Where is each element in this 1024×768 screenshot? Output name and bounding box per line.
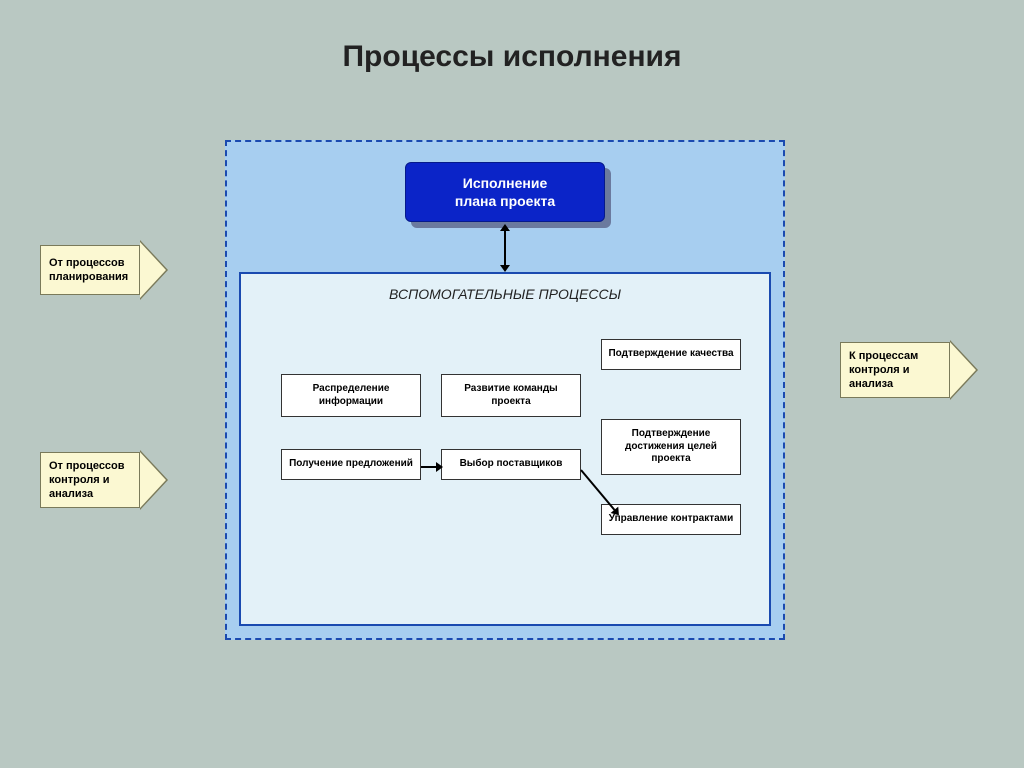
box-info-distribution: Распределение информации [281, 374, 421, 417]
main-line1: Исполнение [406, 174, 604, 192]
main-process-label: Исполнение плана проекта [405, 162, 605, 222]
main-line2: плана проекта [406, 192, 604, 210]
support-processes-container: ВСПОМОГАТЕЛЬНЫЕ ПРОЦЕССЫ Распределение и… [239, 272, 771, 626]
arrow-label: От процессов планирования [40, 245, 140, 295]
support-processes-title: ВСПОМОГАТЕЛЬНЫЕ ПРОЦЕССЫ [241, 274, 769, 310]
connector-main-to-inner [504, 230, 506, 266]
arrow-label: От процессов контроля и анализа [40, 452, 140, 509]
arrow-head-icon [950, 340, 978, 400]
outer-process-container: Исполнение плана проекта ВСПОМОГАТЕЛЬНЫЕ… [225, 140, 785, 640]
arrow-to-control: К процессам контроля и анализа [840, 340, 978, 400]
main-process-box: Исполнение плана проекта [405, 162, 605, 222]
box-supplier-select: Выбор поставщиков [441, 449, 581, 480]
box-goals-confirm: Подтверждение достижения целей проекта [601, 419, 741, 475]
box-quality-confirm: Подтверждение качества [601, 339, 741, 370]
connector-proposals-to-supplier [421, 466, 436, 468]
box-get-proposals: Получение предложений [281, 449, 421, 480]
arrow-from-control: От процессов контроля и анализа [40, 450, 168, 510]
arrow-label: К процессам контроля и анализа [840, 342, 950, 399]
page-title: Процессы исполнения [0, 40, 1024, 74]
box-contract-mgmt: Управление контрактами [601, 504, 741, 535]
box-team-development: Развитие команды проекта [441, 374, 581, 417]
arrow-head-icon [140, 240, 168, 300]
arrow-from-planning: От процессов планирования [40, 240, 168, 300]
connector-supplier-to-contracts [580, 469, 615, 510]
arrow-head-icon [140, 450, 168, 510]
